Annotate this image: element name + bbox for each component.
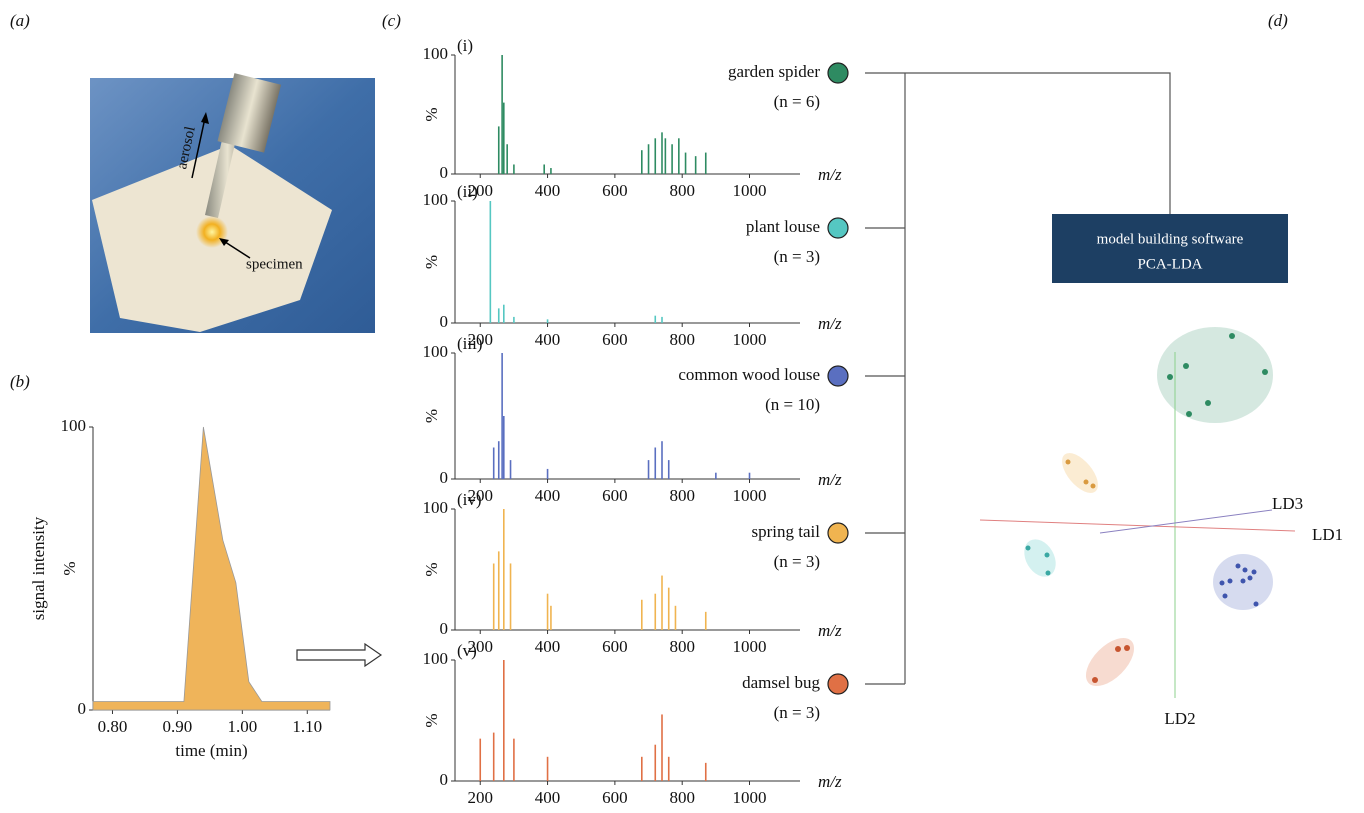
y-unit: %	[422, 713, 441, 727]
x-tick-label: 200	[467, 788, 493, 807]
legend-name: garden spider	[728, 62, 820, 81]
panel-label: (a)	[10, 11, 30, 30]
x-tick-label: 600	[602, 788, 628, 807]
x-tick-label: 600	[602, 330, 628, 349]
panel-title: (iv)	[457, 490, 482, 509]
x-axis-label: m/z	[818, 165, 842, 184]
legend-marker	[828, 366, 848, 386]
y-tick-label: 0	[78, 699, 87, 718]
x-tick-label: 0.90	[163, 717, 193, 736]
legend-marker	[828, 63, 848, 83]
x-tick-label: 400	[535, 486, 561, 505]
legend-name: spring tail	[752, 522, 821, 541]
model-box-text: PCA-LDA	[1137, 256, 1202, 272]
y-tick-label: 0	[440, 312, 449, 331]
legend-marker	[828, 218, 848, 238]
y-tick-label: 0	[440, 619, 449, 638]
legend-marker	[828, 523, 848, 543]
figure: (a) (b) (c) (d) aerosol specimen model b…	[0, 0, 1364, 813]
x-tick-label: 800	[669, 788, 695, 807]
x-tick-label: 1000	[733, 788, 767, 807]
x-tick-label: 1000	[733, 637, 767, 656]
y-tick-label: 0	[440, 468, 449, 487]
y-unit: %	[422, 255, 441, 269]
panel-title: (iii)	[457, 334, 483, 353]
axis-label: LD2	[1164, 709, 1195, 728]
panel-label: (b)	[10, 372, 30, 391]
x-axis-label: m/z	[818, 314, 842, 333]
lda-plot: LD1 LD2 LD3	[980, 327, 1343, 728]
y-tick-label: 100	[423, 649, 449, 668]
x-tick-label: 1.00	[227, 717, 257, 736]
x-tick-label: 800	[669, 486, 695, 505]
photo-annotation: specimen	[246, 256, 303, 272]
arrow	[297, 644, 381, 666]
model-box	[1052, 214, 1288, 283]
y-axis-label: signal intensity	[29, 516, 48, 620]
panel-title: (i)	[457, 36, 473, 55]
area	[93, 427, 330, 710]
x-tick-label: 400	[535, 637, 561, 656]
panel-title: (v)	[457, 641, 477, 660]
x-tick-label: 400	[535, 330, 561, 349]
model-box-text: model building software	[1097, 231, 1244, 247]
legend-name: plant louse	[746, 217, 820, 236]
x-tick-label: 600	[602, 637, 628, 656]
panel-label: (c)	[382, 11, 401, 30]
x-tick-label: 1000	[733, 181, 767, 200]
x-tick-label: 400	[535, 181, 561, 200]
legend-n: (n = 10)	[765, 395, 820, 414]
axis-label: LD3	[1272, 494, 1303, 513]
legend-n: (n = 3)	[774, 703, 820, 722]
y-unit: %	[422, 107, 441, 121]
legend-name: common wood louse	[678, 365, 820, 384]
y-tick-label: 100	[61, 416, 87, 435]
x-axis-label: time (min)	[175, 741, 247, 760]
legend-name: damsel bug	[742, 673, 820, 692]
x-tick-label: 800	[669, 330, 695, 349]
x-tick-label: 400	[535, 788, 561, 807]
x-tick-label: 800	[669, 637, 695, 656]
legend-marker	[828, 674, 848, 694]
y-tick-label: 0	[440, 163, 449, 182]
x-tick-label: 0.80	[98, 717, 128, 736]
x-tick-label: 600	[602, 181, 628, 200]
legend-n: (n = 3)	[774, 552, 820, 571]
x-tick-label: 800	[669, 181, 695, 200]
photo: aerosol specimen	[90, 73, 375, 333]
x-tick-label: 1.10	[292, 717, 322, 736]
panel-label: (d)	[1268, 11, 1288, 30]
panel-title: (ii)	[457, 182, 478, 201]
legend-n: (n = 6)	[774, 92, 820, 111]
y-tick-label: 100	[423, 342, 449, 361]
connector	[865, 73, 1170, 684]
y-unit: %	[422, 562, 441, 576]
y-tick-label: 100	[423, 190, 449, 209]
x-tick-label: 1000	[733, 330, 767, 349]
legend-n: (n = 3)	[774, 247, 820, 266]
x-axis-label: m/z	[818, 772, 842, 791]
y-unit: %	[60, 561, 79, 575]
x-tick-label: 600	[602, 486, 628, 505]
y-tick-label: 100	[423, 44, 449, 63]
y-tick-label: 100	[423, 498, 449, 517]
axis-label: LD1	[1312, 525, 1343, 544]
x-axis-label: m/z	[818, 470, 842, 489]
y-unit: %	[422, 409, 441, 423]
x-tick-label: 1000	[733, 486, 767, 505]
x-axis-label: m/z	[818, 621, 842, 640]
y-tick-label: 0	[440, 770, 449, 789]
